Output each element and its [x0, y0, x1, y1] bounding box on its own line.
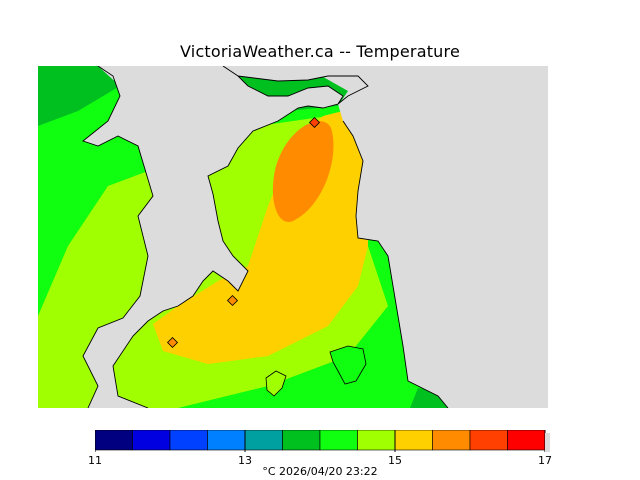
legend-tick-label: 13 — [238, 454, 252, 467]
zone-13-5c — [38, 66, 120, 126]
map-title: VictoriaWeather.ca -- Temperature — [180, 42, 460, 61]
legend-caption: °C 2026/04/20 23:22 — [262, 465, 378, 478]
legend-shadow — [545, 433, 550, 452]
water-north — [223, 66, 548, 408]
color-scale-legend — [95, 430, 550, 452]
legend-swatch — [244, 430, 283, 451]
station-marker[interactable] — [226, 294, 239, 307]
station-marker[interactable] — [308, 116, 321, 129]
legend-swatch — [207, 430, 246, 451]
station-marker[interactable] — [166, 336, 179, 349]
legend-tick-label: 17 — [538, 454, 552, 467]
legend-tick-label: 15 — [388, 454, 402, 467]
legend-swatch — [282, 430, 321, 451]
legend-swatch — [469, 430, 508, 451]
legend-swatch — [319, 430, 358, 451]
legend-swatch — [132, 430, 171, 451]
temperature-map — [38, 66, 548, 408]
legend-swatch — [394, 430, 433, 451]
island-1 — [329, 345, 367, 385]
legend-swatch — [95, 430, 133, 451]
legend-swatch — [357, 430, 396, 451]
water-channel — [83, 66, 343, 408]
zone-16c — [272, 121, 334, 222]
coastline — [82, 66, 449, 408]
legend-tick-label: 11 — [88, 454, 102, 467]
island-2 — [265, 370, 287, 397]
legend-swatch — [169, 430, 208, 451]
legend-swatch — [507, 430, 546, 451]
legend-swatch — [432, 430, 471, 451]
